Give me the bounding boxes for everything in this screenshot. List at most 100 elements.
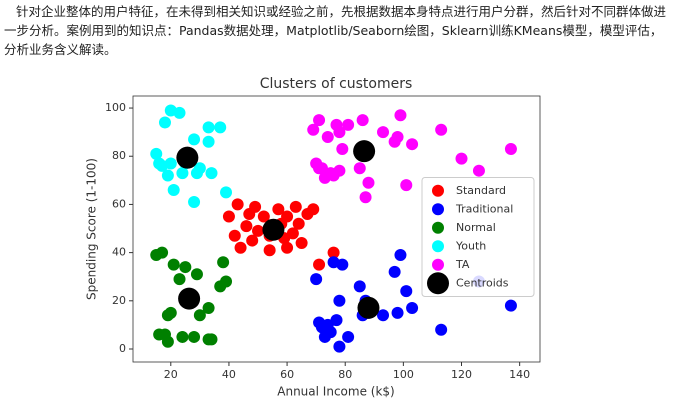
point bbox=[188, 330, 201, 343]
point bbox=[292, 217, 305, 230]
point bbox=[167, 258, 180, 271]
point bbox=[220, 186, 233, 199]
point bbox=[176, 146, 199, 169]
point bbox=[179, 261, 192, 274]
point bbox=[158, 116, 171, 129]
point bbox=[262, 218, 285, 241]
point bbox=[400, 179, 413, 192]
point bbox=[246, 234, 259, 247]
point bbox=[281, 241, 294, 254]
point bbox=[156, 246, 169, 259]
point bbox=[359, 191, 372, 204]
point bbox=[257, 210, 270, 223]
point bbox=[333, 294, 346, 307]
point bbox=[324, 326, 337, 339]
paragraph: 针对企业整体的用户特征，在未得到相关知识或经验之前，先根据数据本身特点进行用户分… bbox=[4, 4, 667, 57]
point bbox=[391, 130, 404, 143]
point bbox=[333, 126, 346, 139]
point bbox=[252, 224, 265, 237]
point bbox=[353, 280, 366, 293]
point bbox=[400, 285, 413, 298]
point bbox=[333, 340, 346, 353]
y-tick-label: 20 bbox=[112, 294, 126, 307]
point bbox=[167, 183, 180, 196]
point bbox=[435, 123, 448, 136]
point bbox=[173, 106, 186, 119]
point bbox=[313, 258, 326, 271]
legend-box bbox=[421, 177, 535, 297]
point bbox=[504, 299, 517, 312]
legend-label: TA bbox=[455, 258, 470, 271]
point bbox=[435, 323, 448, 336]
point bbox=[336, 258, 349, 271]
point bbox=[333, 164, 346, 177]
point bbox=[190, 268, 203, 281]
chart-title: Clusters of customers bbox=[260, 76, 413, 92]
point bbox=[356, 114, 369, 127]
x-tick-label: 140 bbox=[509, 368, 530, 381]
point bbox=[205, 333, 218, 346]
x-tick-label: 120 bbox=[451, 368, 472, 381]
point bbox=[315, 162, 328, 175]
point bbox=[202, 302, 215, 315]
point bbox=[504, 143, 517, 156]
x-tick-label: 40 bbox=[222, 368, 236, 381]
point bbox=[388, 265, 401, 278]
point bbox=[307, 123, 320, 136]
point bbox=[342, 330, 355, 343]
plot-frame bbox=[132, 95, 541, 363]
point bbox=[234, 241, 247, 254]
point bbox=[263, 244, 276, 257]
point bbox=[173, 273, 186, 286]
y-tick-label: 80 bbox=[112, 149, 126, 162]
point bbox=[188, 133, 201, 146]
point bbox=[321, 130, 334, 143]
legend-label: Standard bbox=[456, 184, 506, 197]
point bbox=[193, 162, 206, 175]
point bbox=[336, 143, 349, 156]
point bbox=[164, 306, 177, 319]
y-axis-label: Spending Score (1-100) bbox=[85, 158, 99, 300]
point bbox=[472, 164, 485, 177]
point bbox=[391, 306, 404, 319]
point bbox=[327, 246, 340, 259]
y-tick-label: 60 bbox=[112, 197, 126, 210]
point bbox=[202, 135, 215, 148]
point bbox=[178, 287, 201, 310]
point bbox=[455, 152, 468, 165]
point bbox=[289, 200, 302, 213]
legend-label: Traditional bbox=[455, 202, 513, 215]
y-tick-label: 40 bbox=[112, 246, 126, 259]
point bbox=[313, 114, 326, 127]
point bbox=[150, 147, 163, 160]
point bbox=[176, 167, 189, 180]
point bbox=[394, 109, 407, 122]
point bbox=[220, 275, 233, 288]
point bbox=[240, 220, 253, 233]
point bbox=[161, 169, 174, 182]
point bbox=[362, 176, 375, 189]
point bbox=[295, 236, 308, 249]
point bbox=[214, 121, 227, 134]
point bbox=[353, 162, 366, 175]
point bbox=[193, 309, 206, 322]
x-axis-label: Annual Income (k$) bbox=[277, 385, 394, 399]
legend-marker bbox=[432, 184, 444, 197]
legend-marker bbox=[432, 240, 444, 253]
y-tick-label: 0 bbox=[119, 342, 126, 355]
legend-label: Normal bbox=[456, 221, 496, 234]
point bbox=[281, 210, 294, 223]
point bbox=[249, 200, 262, 213]
legend-marker bbox=[432, 203, 444, 216]
point bbox=[188, 196, 201, 209]
x-tick-label: 20 bbox=[164, 368, 178, 381]
y-tick-label: 100 bbox=[105, 101, 126, 114]
point bbox=[176, 330, 189, 343]
point bbox=[161, 335, 174, 348]
point bbox=[231, 198, 244, 211]
point bbox=[202, 121, 215, 134]
legend-marker bbox=[427, 272, 449, 295]
point bbox=[406, 302, 419, 315]
